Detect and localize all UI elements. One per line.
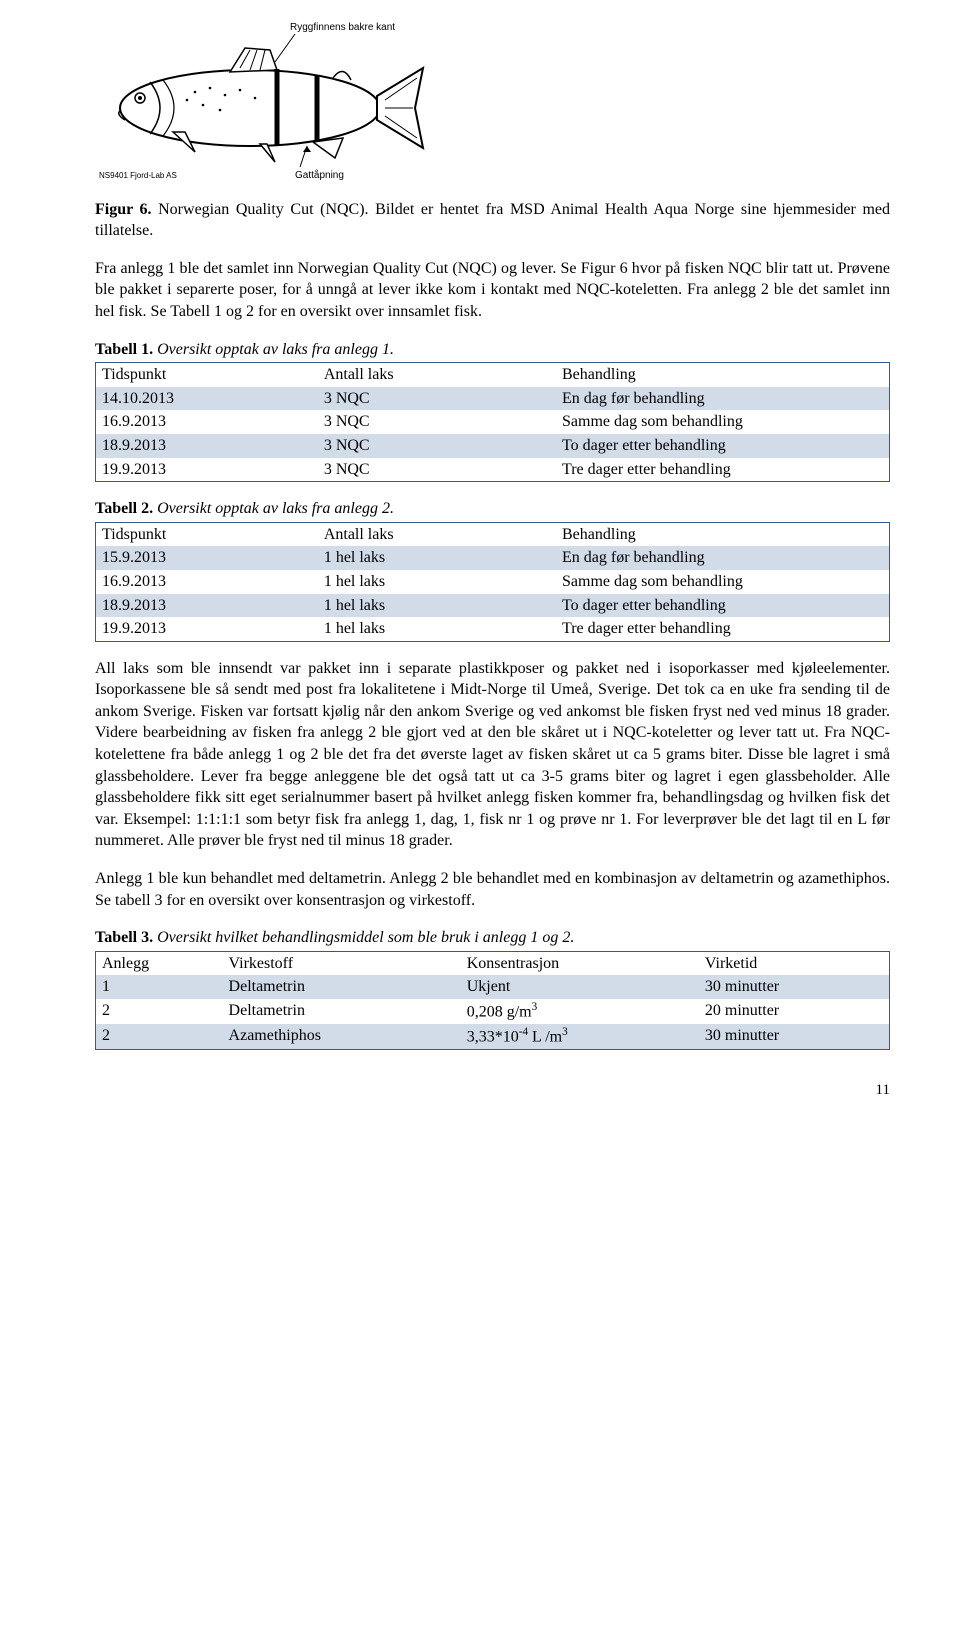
page-number: 11 (95, 1080, 890, 1100)
td: Tre dager etter behandling (556, 617, 890, 641)
th: Virketid (699, 951, 890, 975)
fig-caption-text: Norwegian Quality Cut (NQC). Bildet er h… (95, 201, 890, 240)
td: 1 hel laks (318, 617, 556, 641)
td: 0,208 g/m3 (461, 999, 699, 1024)
method-paragraph-1: Fra anlegg 1 ble det samlet inn Norwegia… (95, 258, 890, 323)
td: To dager etter behandling (556, 594, 890, 618)
td: 30 minutter (699, 975, 890, 999)
table1-title: Oversikt opptak av laks fra anlegg 1. (153, 341, 394, 358)
fig-label: Figur 6. (95, 201, 152, 218)
th: Anlegg (96, 951, 223, 975)
td: 18.9.2013 (96, 594, 318, 618)
fish-illustration: Ryggfinnens bakre kant (95, 20, 435, 180)
th: Behandling (556, 522, 890, 546)
td: Samme dag som behandling (556, 410, 890, 434)
td: 20 minutter (699, 999, 890, 1024)
th: Antall laks (318, 522, 556, 546)
table-row: 19.9.2013 3 NQC Tre dager etter behandli… (96, 458, 890, 482)
td: 30 minutter (699, 1024, 890, 1049)
th: Virkestoff (223, 951, 461, 975)
td: Deltametrin (223, 999, 461, 1024)
td: 2 (96, 1024, 223, 1049)
table2-label: Tabell 2. (95, 500, 153, 517)
table3: Anlegg Virkestoff Konsentrasjon Virketid… (95, 951, 890, 1050)
td: 3 NQC (318, 410, 556, 434)
td: 1 hel laks (318, 570, 556, 594)
table-row: 16.9.2013 3 NQC Samme dag som behandling (96, 410, 890, 434)
td: 3 NQC (318, 458, 556, 482)
table-header-row: Anlegg Virkestoff Konsentrasjon Virketid (96, 951, 890, 975)
td: 18.9.2013 (96, 434, 318, 458)
figure-caption: Figur 6. Norwegian Quality Cut (NQC). Bi… (95, 199, 890, 242)
table-row: 15.9.2013 1 hel laks En dag før behandli… (96, 546, 890, 570)
td: Tre dager etter behandling (556, 458, 890, 482)
table2-title: Oversikt opptak av laks fra anlegg 2. (153, 500, 394, 517)
td: En dag før behandling (556, 546, 890, 570)
figure-credit: NS9401 Fjord-Lab AS (99, 171, 177, 180)
method-paragraph-4: Anlegg 1 ble kun behandlet med deltametr… (95, 868, 890, 911)
td: 1 (96, 975, 223, 999)
td: 3 NQC (318, 387, 556, 411)
table-row: 19.9.2013 1 hel laks Tre dager etter beh… (96, 617, 890, 641)
td: 1 hel laks (318, 594, 556, 618)
table-row: 2 Deltametrin 0,208 g/m3 20 minutter (96, 999, 890, 1024)
table-row: 1 Deltametrin Ukjent 30 minutter (96, 975, 890, 999)
td: 1 hel laks (318, 546, 556, 570)
table-header-row: Tidspunkt Antall laks Behandling (96, 363, 890, 387)
td: 16.9.2013 (96, 410, 318, 434)
table1-label: Tabell 1. (95, 341, 153, 358)
th: Tidspunkt (96, 363, 318, 387)
td: Deltametrin (223, 975, 461, 999)
table-row: 2 Azamethiphos 3,33*10-4 L /m3 30 minutt… (96, 1024, 890, 1049)
fish-figure: Ryggfinnens bakre kant (95, 20, 890, 187)
th: Antall laks (318, 363, 556, 387)
td: 16.9.2013 (96, 570, 318, 594)
td: 14.10.2013 (96, 387, 318, 411)
td: Ukjent (461, 975, 699, 999)
th: Tidspunkt (96, 522, 318, 546)
table1: Tidspunkt Antall laks Behandling 14.10.2… (95, 362, 890, 482)
table-row: 16.9.2013 1 hel laks Samme dag som behan… (96, 570, 890, 594)
td: Samme dag som behandling (556, 570, 890, 594)
table-header-row: Tidspunkt Antall laks Behandling (96, 522, 890, 546)
td: Azamethiphos (223, 1024, 461, 1049)
table3-label: Tabell 3. (95, 929, 153, 946)
table1-caption: Tabell 1. Oversikt opptak av laks fra an… (95, 339, 890, 361)
table3-caption: Tabell 3. Oversikt hvilket behandlingsmi… (95, 927, 890, 949)
table-row: 18.9.2013 3 NQC To dager etter behandlin… (96, 434, 890, 458)
td: 19.9.2013 (96, 458, 318, 482)
td: 15.9.2013 (96, 546, 318, 570)
table3-title: Oversikt hvilket behandlingsmiddel som b… (153, 929, 574, 946)
top-label: Ryggfinnens bakre kant (290, 22, 395, 33)
th: Behandling (556, 363, 890, 387)
th: Konsentrasjon (461, 951, 699, 975)
td: 3,33*10-4 L /m3 (461, 1024, 699, 1049)
table-row: 14.10.2013 3 NQC En dag før behandling (96, 387, 890, 411)
td: En dag før behandling (556, 387, 890, 411)
table2-caption: Tabell 2. Oversikt opptak av laks fra an… (95, 498, 890, 520)
method-paragraph-3: All laks som ble innsendt var pakket inn… (95, 658, 890, 852)
table2: Tidspunkt Antall laks Behandling 15.9.20… (95, 522, 890, 642)
bottom-label: Gattåpning (295, 169, 344, 180)
td: To dager etter behandling (556, 434, 890, 458)
td: 19.9.2013 (96, 617, 318, 641)
td: 3 NQC (318, 434, 556, 458)
td: 2 (96, 999, 223, 1024)
table-row: 18.9.2013 1 hel laks To dager etter beha… (96, 594, 890, 618)
